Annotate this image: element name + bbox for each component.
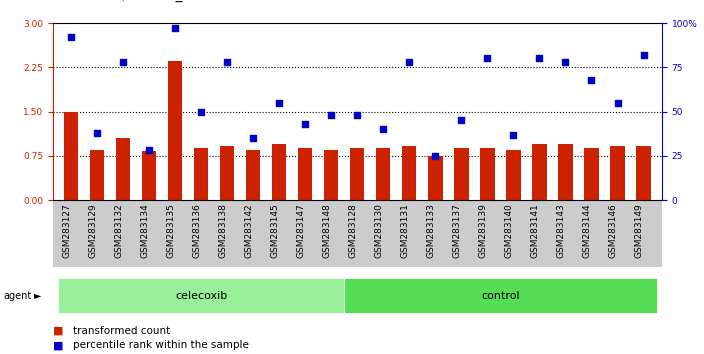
Point xyxy=(92,130,103,136)
Bar xyxy=(610,146,624,200)
Text: GSM283135: GSM283135 xyxy=(166,203,175,258)
Bar xyxy=(90,150,104,200)
Point xyxy=(144,148,155,153)
Text: GSM283132: GSM283132 xyxy=(114,203,123,258)
Text: GSM283149: GSM283149 xyxy=(634,203,643,258)
Text: GSM283145: GSM283145 xyxy=(270,203,279,258)
Point xyxy=(118,59,129,65)
Text: GSM283131: GSM283131 xyxy=(401,203,409,258)
Text: GSM283129: GSM283129 xyxy=(88,203,97,258)
Bar xyxy=(402,146,417,200)
Bar xyxy=(324,150,339,200)
Text: control: control xyxy=(481,291,520,301)
Point xyxy=(429,153,441,159)
Bar xyxy=(558,144,572,200)
Text: ■: ■ xyxy=(53,340,63,350)
Bar xyxy=(350,148,365,200)
Bar xyxy=(168,61,182,200)
Point xyxy=(482,56,493,61)
Bar xyxy=(246,150,260,200)
Bar xyxy=(506,150,520,200)
Bar xyxy=(64,112,78,200)
Text: GSM283128: GSM283128 xyxy=(348,203,357,258)
Bar xyxy=(298,148,313,200)
Point xyxy=(274,100,285,105)
Text: percentile rank within the sample: percentile rank within the sample xyxy=(73,340,249,350)
Text: GSM283140: GSM283140 xyxy=(505,203,513,258)
Bar xyxy=(532,144,546,200)
Point xyxy=(248,135,259,141)
Point xyxy=(377,126,389,132)
Bar xyxy=(428,156,443,200)
Text: GSM283137: GSM283137 xyxy=(453,203,461,258)
Point xyxy=(65,34,77,40)
Bar xyxy=(142,151,156,200)
Point xyxy=(560,59,571,65)
Text: GSM283148: GSM283148 xyxy=(322,203,332,258)
Text: GSM283146: GSM283146 xyxy=(608,203,617,258)
Text: GSM283130: GSM283130 xyxy=(375,203,383,258)
Bar xyxy=(220,146,234,200)
Point xyxy=(300,121,311,127)
Bar xyxy=(272,144,287,200)
Point xyxy=(455,118,467,123)
Bar xyxy=(584,148,598,200)
Bar xyxy=(194,148,208,200)
Point xyxy=(403,59,415,65)
Point xyxy=(586,77,597,82)
Text: transformed count: transformed count xyxy=(73,326,170,336)
Text: celecoxib: celecoxib xyxy=(175,291,227,301)
Point xyxy=(352,112,363,118)
Text: GSM283144: GSM283144 xyxy=(582,203,591,258)
Point xyxy=(508,132,519,137)
Text: GSM283133: GSM283133 xyxy=(427,203,435,258)
Text: ►: ► xyxy=(34,291,42,301)
Bar xyxy=(116,138,130,200)
Bar xyxy=(480,148,494,200)
Text: GSM283141: GSM283141 xyxy=(530,203,539,258)
Text: GSM283138: GSM283138 xyxy=(218,203,227,258)
Point xyxy=(326,112,337,118)
Point xyxy=(222,59,233,65)
Point xyxy=(170,25,181,31)
Text: GSM283139: GSM283139 xyxy=(479,203,487,258)
Point xyxy=(196,109,207,114)
Text: ■: ■ xyxy=(53,326,63,336)
Bar xyxy=(636,146,650,200)
Point xyxy=(534,56,545,61)
Text: GSM283147: GSM283147 xyxy=(296,203,306,258)
Text: GSM283127: GSM283127 xyxy=(62,203,71,258)
Text: GSM283142: GSM283142 xyxy=(244,203,253,258)
Bar xyxy=(454,148,469,200)
Point xyxy=(638,52,649,58)
Text: GDS3384 / 35046_at: GDS3384 / 35046_at xyxy=(53,0,196,2)
Text: GSM283143: GSM283143 xyxy=(556,203,565,258)
Point xyxy=(612,100,623,105)
Text: GSM283134: GSM283134 xyxy=(140,203,149,258)
Text: GSM283136: GSM283136 xyxy=(192,203,201,258)
Text: agent: agent xyxy=(4,291,32,301)
Bar xyxy=(376,148,391,200)
